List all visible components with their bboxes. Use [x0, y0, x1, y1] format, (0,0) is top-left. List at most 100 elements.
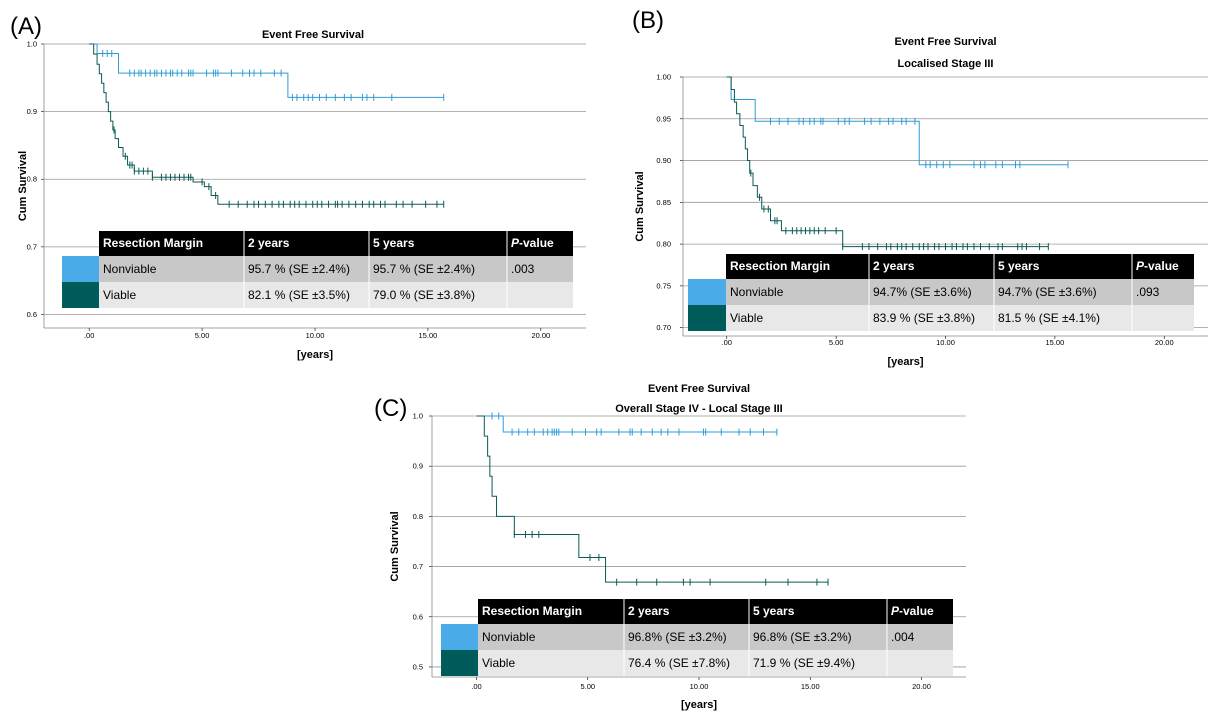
chart-panel-a: (A) Event Free Survival 0.6 0.7 0.8 0.9 1.0 .00… [10, 13, 586, 361]
y-axis-label: Cum Survival [17, 151, 29, 221]
table-cell: 95.7 % (SE ±2.4%) [248, 262, 350, 276]
table-header-cell: P-value [1136, 259, 1179, 273]
table-row-bg [726, 279, 1194, 305]
y-tick-label: 0.9 [27, 107, 37, 116]
series-line-nonviable [476, 415, 777, 433]
table-cell: 82.1 % (SE ±3.5%) [248, 288, 350, 302]
y-tick-label: 0.75 [656, 281, 671, 290]
x-axis-label: [years] [297, 349, 333, 361]
legend-swatch-nonviable [62, 256, 99, 282]
y-tick-label: 0.8 [413, 512, 423, 521]
results-table: Resection Margin 2 years 5 years P-value Non… [441, 599, 953, 676]
table-cell: Viable [482, 656, 515, 670]
x-tick-label: .00 [471, 682, 481, 691]
table-header-cell: P-value [511, 236, 554, 250]
legend-swatch-nonviable [441, 624, 478, 650]
table-cell: .004 [891, 630, 915, 644]
table-cell: 71.9 % (SE ±9.4%) [753, 656, 855, 670]
series-line-viable [726, 76, 1049, 248]
y-tick-label: 1.0 [413, 412, 423, 421]
table-header-cell: P-value [891, 604, 934, 618]
x-tick-label: 10.00 [690, 682, 709, 691]
x-tick-label: 15.00 [1045, 338, 1064, 347]
table-cell: .093 [1136, 285, 1160, 299]
table-cell: Nonviable [730, 285, 784, 299]
legend-swatch-viable [688, 305, 726, 331]
x-tick-label: 5.00 [195, 331, 210, 340]
table-header-bg [478, 599, 953, 624]
table-cell: Nonviable [103, 262, 157, 276]
y-tick-label: 0.7 [27, 242, 37, 251]
panel-letter: (B) [632, 7, 664, 34]
table-cell: 95.7 % (SE ±2.4%) [373, 262, 475, 276]
x-tick-label: 20.00 [531, 331, 550, 340]
table-header-cell: 2 years [628, 604, 670, 618]
chart-subtitle: Localised Stage III [898, 58, 994, 70]
series-line-nonviable [726, 76, 1068, 166]
series-line-viable [89, 43, 444, 205]
legend-swatch-viable [441, 650, 478, 676]
results-table: Resection Margin 2 years 5 years P-value Non… [688, 254, 1194, 331]
table-cell: .003 [511, 262, 535, 276]
table-header-cell: Resection Margin [482, 604, 582, 618]
series-line-viable [476, 415, 829, 583]
y-tick-label: 0.70 [656, 323, 671, 332]
y-axis-label: Cum Survival [389, 511, 401, 581]
x-tick-label: 20.00 [912, 682, 931, 691]
x-tick-label: .00 [84, 331, 94, 340]
x-tick-label: 5.00 [829, 338, 844, 347]
panel-letter: (A) [10, 13, 42, 40]
x-tick-label: 20.00 [1155, 338, 1174, 347]
y-tick-label: 0.90 [656, 156, 671, 165]
x-axis-label: [years] [887, 356, 923, 368]
table-row-bg [478, 624, 953, 650]
table-cell: Viable [730, 311, 763, 325]
table-cell: Viable [103, 288, 136, 302]
table-row-bg [99, 282, 573, 308]
legend-swatch-nonviable [688, 279, 726, 305]
y-tick-label: 0.8 [27, 175, 37, 184]
x-tick-label: 10.00 [306, 331, 325, 340]
y-tick-label: 0.6 [27, 310, 37, 319]
table-header-cell: 5 years [998, 259, 1040, 273]
table-header-bg [726, 254, 1194, 279]
table-header-cell: 5 years [373, 236, 415, 250]
y-tick-label: 0.7 [413, 562, 423, 571]
table-header-bg [99, 231, 573, 256]
results-table: Resection Margin 2 years 5 years P-value Non… [62, 231, 573, 308]
series-line-nonviable [89, 43, 444, 98]
table-cell: 96.8% (SE ±3.2%) [753, 630, 852, 644]
panel-letter: (C) [374, 395, 407, 422]
x-tick-label: 10.00 [936, 338, 955, 347]
x-tick-label: .00 [722, 338, 732, 347]
chart-title: Event Free Survival [648, 383, 750, 395]
table-header-cell: 2 years [873, 259, 915, 273]
x-tick-label: 15.00 [419, 331, 438, 340]
chart-title: Event Free Survival [894, 36, 996, 48]
y-tick-label: 0.9 [413, 462, 423, 471]
y-tick-label: 0.5 [413, 662, 423, 671]
table-header-cell: 2 years [248, 236, 290, 250]
y-tick-label: 1.00 [656, 73, 671, 82]
table-cell: 76.4 % (SE ±7.8%) [628, 656, 730, 670]
table-cell: 94.7% (SE ±3.6%) [998, 285, 1097, 299]
table-row-bg [478, 650, 953, 676]
table-cell: Nonviable [482, 630, 536, 644]
x-tick-label: 15.00 [801, 682, 820, 691]
chart-panel-c: (C) Event Free Survival Overall Stage IV -… [374, 383, 966, 711]
table-cell: 83.9 % (SE ±3.8%) [873, 311, 975, 325]
table-cell: 81.5 % (SE ±4.1%) [998, 311, 1100, 325]
table-row-bg [726, 305, 1194, 331]
x-axis-label: [years] [681, 699, 717, 711]
chart-subtitle: Overall Stage IV - Local Stage III [615, 403, 783, 415]
table-cell: 79.0 % (SE ±3.8%) [373, 288, 475, 302]
y-axis-label: Cum Survival [634, 171, 646, 241]
table-header-cell: Resection Margin [730, 259, 830, 273]
legend-swatch-viable [62, 282, 99, 308]
table-row-bg [99, 256, 573, 282]
y-tick-label: 0.85 [656, 198, 671, 207]
chart-title: Event Free Survival [262, 29, 364, 41]
chart-panel-b: (B) Event Free Survival Localised Stage II… [632, 7, 1208, 368]
table-cell: 94.7% (SE ±3.6%) [873, 285, 972, 299]
